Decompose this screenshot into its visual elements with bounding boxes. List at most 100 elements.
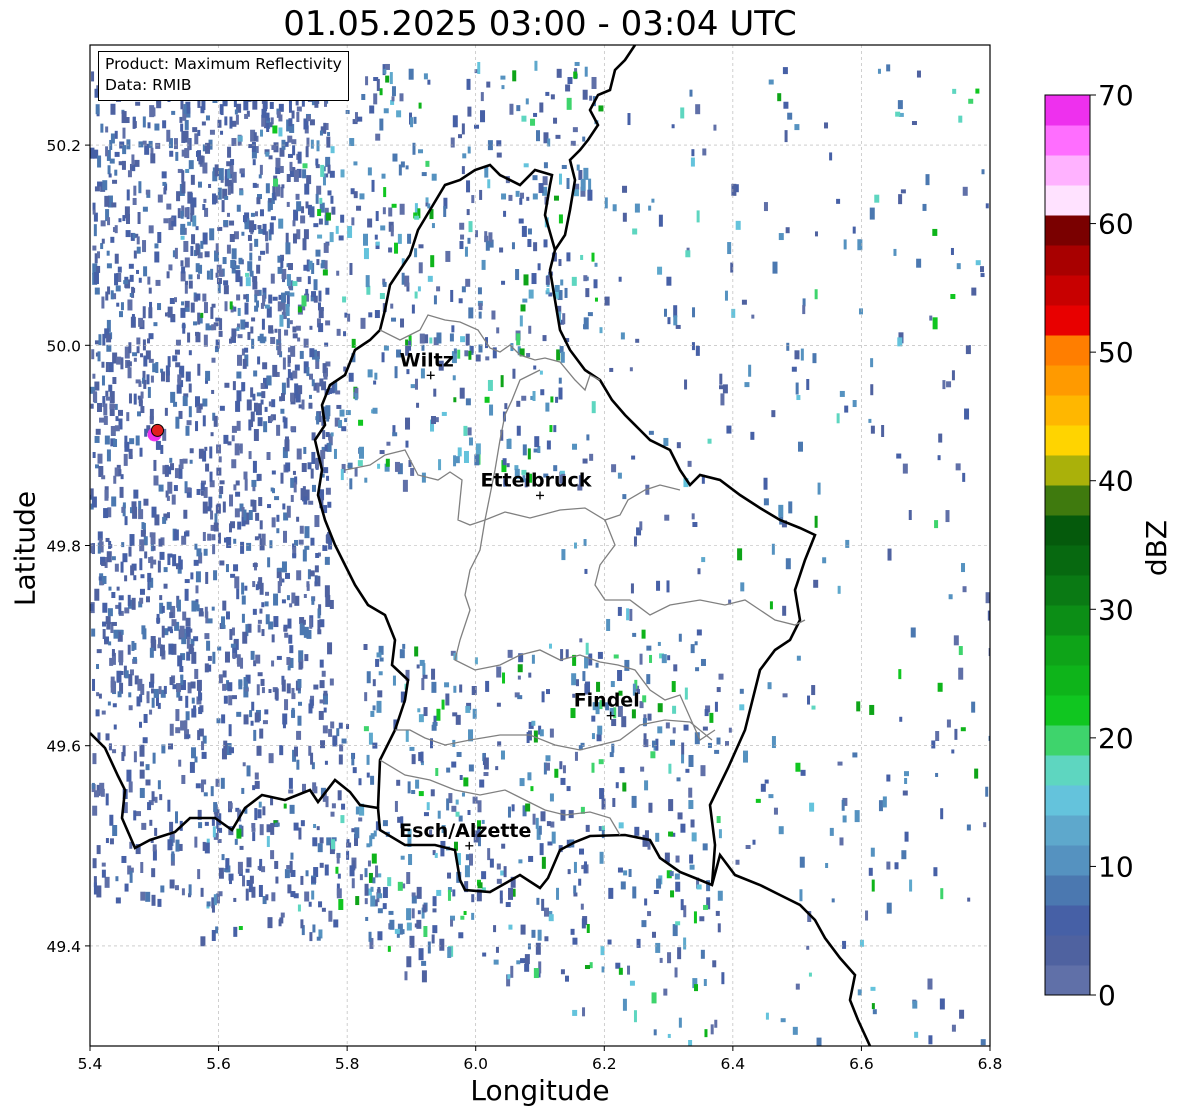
reflectivity-cell <box>231 266 236 274</box>
reflectivity-cell <box>633 536 637 547</box>
reflectivity-cell <box>323 505 328 514</box>
reflectivity-cell <box>100 556 106 565</box>
x-tick-label: 6.8 <box>978 1055 1003 1073</box>
reflectivity-cell <box>180 653 186 661</box>
reflectivity-cell <box>409 746 415 751</box>
reflectivity-cell <box>971 287 977 296</box>
reflectivity-cell <box>238 257 243 264</box>
reflectivity-cell <box>255 135 259 142</box>
reflectivity-cell <box>251 886 256 898</box>
reflectivity-cell <box>526 353 531 358</box>
reflectivity-cell <box>154 123 160 131</box>
reflectivity-cell <box>252 785 256 791</box>
reflectivity-cell <box>456 853 461 866</box>
reflectivity-cell <box>317 209 322 217</box>
reflectivity-cell <box>527 448 531 460</box>
reflectivity-cell <box>768 794 774 799</box>
reflectivity-cell <box>202 415 206 427</box>
reflectivity-cell <box>400 816 404 829</box>
reflectivity-cell <box>573 892 578 897</box>
reflectivity-cell <box>368 872 373 883</box>
reflectivity-cell <box>134 675 139 685</box>
reflectivity-cell <box>521 225 527 237</box>
reflectivity-cell <box>433 295 437 305</box>
reflectivity-cell <box>391 96 395 102</box>
reflectivity-cell <box>280 257 284 268</box>
reflectivity-cell <box>842 815 847 823</box>
reflectivity-cell <box>168 466 172 475</box>
reflectivity-cell <box>785 227 790 234</box>
reflectivity-cell <box>786 342 790 351</box>
reflectivity-cell <box>606 618 611 631</box>
reflectivity-cell <box>272 192 277 201</box>
reflectivity-cell <box>824 122 829 129</box>
colorbar-segment <box>1045 815 1090 846</box>
reflectivity-cell <box>740 582 745 592</box>
reflectivity-cell <box>220 130 224 135</box>
reflectivity-cell <box>127 594 131 606</box>
reflectivity-cell <box>90 147 95 159</box>
reflectivity-cell <box>338 419 343 428</box>
reflectivity-cell <box>128 546 132 557</box>
reflectivity-cell <box>280 472 284 484</box>
reflectivity-cell <box>272 125 278 134</box>
reflectivity-cell <box>663 437 669 446</box>
reflectivity-cell <box>301 463 307 473</box>
reflectivity-cell <box>165 365 170 376</box>
reflectivity-cell <box>277 255 282 263</box>
reflectivity-cell <box>252 608 257 615</box>
reflectivity-cell <box>245 888 249 901</box>
reflectivity-cell <box>980 1039 986 1046</box>
reflectivity-cell <box>169 677 174 686</box>
reflectivity-cell <box>318 218 323 225</box>
reflectivity-cell <box>113 438 118 447</box>
reflectivity-cell <box>475 443 481 455</box>
reflectivity-cell <box>311 890 315 900</box>
reflectivity-cell <box>545 762 550 771</box>
reflectivity-cell <box>364 868 368 878</box>
reflectivity-cell <box>932 317 938 330</box>
reflectivity-cell <box>171 494 176 505</box>
reflectivity-cell <box>399 649 405 659</box>
reflectivity-cell <box>465 705 471 713</box>
reflectivity-cell <box>114 130 118 139</box>
reflectivity-cell <box>458 815 463 822</box>
reflectivity-cell <box>373 380 377 385</box>
reflectivity-cell <box>282 268 287 275</box>
reflectivity-cell <box>566 786 571 792</box>
reflectivity-cell <box>574 183 580 190</box>
reflectivity-cell <box>511 242 515 250</box>
reflectivity-cell <box>174 247 178 259</box>
reflectivity-cell <box>180 235 185 240</box>
reflectivity-cell <box>270 336 276 344</box>
reflectivity-cell <box>410 117 414 128</box>
reflectivity-cell <box>264 304 270 309</box>
colorbar-segment <box>1045 455 1090 486</box>
reflectivity-cell <box>939 998 945 1010</box>
reflectivity-cell <box>430 416 436 425</box>
reflectivity-cell <box>857 989 862 996</box>
reflectivity-cell <box>546 689 551 695</box>
reflectivity-cell <box>270 797 274 806</box>
reflectivity-cell <box>540 811 546 822</box>
reflectivity-cell <box>668 763 672 774</box>
reflectivity-cell <box>537 929 542 941</box>
reflectivity-cell <box>202 450 207 462</box>
reflectivity-cell <box>256 745 262 756</box>
reflectivity-cell <box>519 348 525 357</box>
reflectivity-cell <box>309 570 315 577</box>
reflectivity-cell <box>139 761 144 767</box>
reflectivity-cell <box>102 602 108 613</box>
reflectivity-cell <box>489 858 494 868</box>
reflectivity-cell <box>447 872 452 879</box>
reflectivity-cell <box>304 489 310 501</box>
reflectivity-cell <box>329 599 334 609</box>
reflectivity-cell <box>268 325 274 334</box>
reflectivity-cell <box>100 788 105 797</box>
reflectivity-cell <box>655 942 661 953</box>
reflectivity-cell <box>180 223 186 235</box>
reflectivity-cell <box>93 272 99 285</box>
reflectivity-cell <box>92 858 97 869</box>
reflectivity-cell <box>171 851 175 862</box>
reflectivity-cell <box>224 116 228 126</box>
